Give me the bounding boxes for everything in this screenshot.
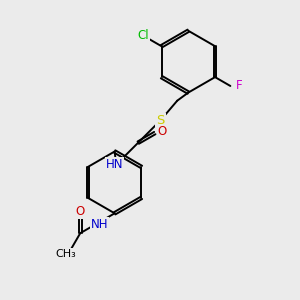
Text: CH₃: CH₃ [55,249,76,259]
Text: HN: HN [106,158,123,171]
Text: NH: NH [91,218,108,231]
Text: Cl: Cl [138,29,149,42]
Text: F: F [236,80,242,92]
Text: O: O [158,125,167,138]
Text: S: S [156,114,164,127]
Text: O: O [76,206,85,218]
